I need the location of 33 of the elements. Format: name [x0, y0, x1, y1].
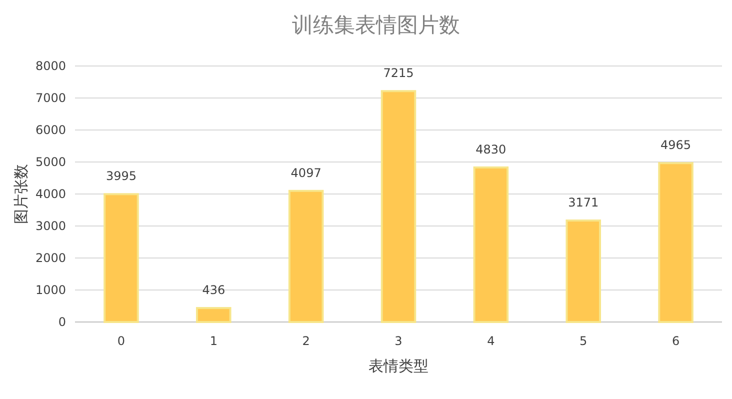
- y-tick-label: 2000: [35, 251, 66, 266]
- x-tick-label: 6: [672, 334, 680, 348]
- x-tick-label: 1: [210, 334, 218, 348]
- y-tick-label: 3000: [35, 219, 66, 234]
- bar: [380, 90, 416, 323]
- data-label: 436: [202, 283, 226, 298]
- y-tick-label: 0: [58, 315, 66, 330]
- y-tick-label: 5000: [35, 155, 66, 170]
- x-tick-label: 2: [302, 334, 310, 348]
- y-tick-label: 1000: [35, 283, 66, 298]
- data-label: 3995: [106, 169, 136, 184]
- x-tick-label: 5: [580, 334, 588, 348]
- bar: [288, 190, 324, 323]
- y-tick-label: 7000: [35, 91, 66, 106]
- x-tick-label: 3: [394, 334, 402, 348]
- chart-title: 训练集表情图片数: [292, 13, 460, 37]
- bar: [473, 166, 509, 323]
- x-tick-label: 0: [117, 334, 126, 348]
- bar: [196, 307, 232, 323]
- bar: [658, 162, 694, 323]
- y-tick-label: 8000: [35, 59, 66, 74]
- data-label: 4097: [290, 166, 322, 180]
- y-axis-title: 图片张数: [12, 164, 30, 224]
- data-label: 4830: [476, 142, 506, 156]
- data-label: 3171: [568, 196, 599, 210]
- bar: [566, 220, 601, 323]
- y-tick-label: 6000: [35, 123, 66, 138]
- y-tick-label: 4000: [35, 187, 66, 202]
- bar: [104, 193, 139, 323]
- data-label: 7215: [383, 66, 414, 80]
- x-axis-title: 表情类型: [368, 357, 428, 375]
- x-tick-label: 4: [487, 334, 495, 348]
- data-label: 4965: [660, 138, 692, 152]
